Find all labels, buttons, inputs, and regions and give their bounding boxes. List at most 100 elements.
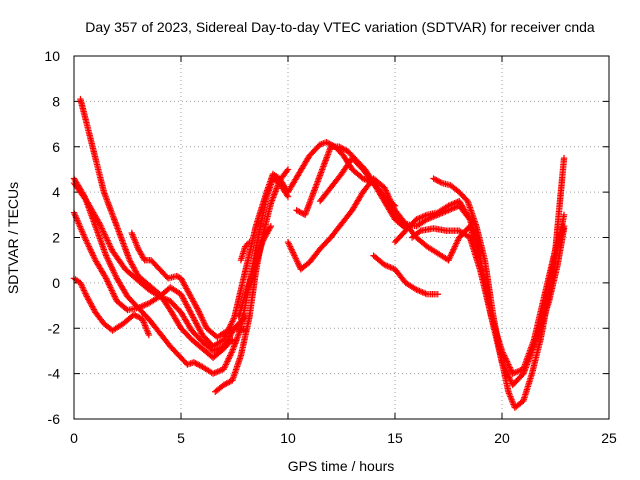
data-point — [445, 202, 452, 209]
data-point — [194, 306, 202, 314]
data-point — [90, 252, 97, 259]
data-point — [174, 273, 182, 281]
data-point — [223, 328, 231, 335]
data-point — [183, 302, 191, 310]
data-point — [145, 331, 153, 339]
data-point — [133, 312, 140, 320]
data-point — [130, 311, 138, 318]
data-point — [111, 270, 118, 277]
data-point — [186, 307, 193, 314]
data-point — [283, 167, 291, 175]
data-point — [286, 243, 294, 250]
data-point — [385, 263, 393, 270]
data-point — [104, 278, 111, 285]
data-point — [422, 290, 429, 297]
data-point — [506, 364, 514, 371]
data-point — [197, 328, 205, 336]
data-point — [284, 166, 292, 173]
data-point — [293, 207, 300, 214]
data-point — [283, 192, 291, 199]
data-point — [324, 139, 332, 147]
data-point — [97, 222, 104, 229]
data-point — [294, 260, 302, 267]
data-point — [387, 264, 394, 271]
data-point — [384, 262, 391, 270]
data-point — [288, 246, 295, 253]
data-point — [209, 347, 217, 355]
data-point — [417, 214, 425, 221]
y-tick-label: -4 — [48, 366, 61, 382]
data-point — [80, 287, 88, 294]
data-point — [433, 176, 440, 184]
data-point — [292, 255, 300, 262]
data-point — [560, 154, 568, 162]
data-point — [112, 272, 119, 279]
y-tick-label: 6 — [52, 139, 60, 155]
data-point — [216, 367, 223, 375]
data-point — [87, 247, 95, 255]
y-tick-label: 2 — [52, 230, 60, 246]
data-point — [79, 284, 86, 291]
x-tick-label: 25 — [601, 430, 617, 446]
data-point — [450, 246, 457, 253]
series-track-4 — [77, 95, 236, 361]
data-point — [243, 241, 250, 249]
data-point — [198, 314, 205, 321]
data-point — [362, 176, 370, 184]
data-point — [102, 232, 109, 240]
data-point — [195, 308, 203, 315]
data-point — [159, 294, 166, 301]
data-point — [214, 368, 221, 375]
series-track-8 — [235, 222, 275, 321]
data-point — [185, 305, 192, 313]
data-point — [449, 200, 457, 207]
data-point — [413, 216, 420, 223]
data-point — [181, 298, 189, 305]
data-point — [428, 214, 435, 221]
data-point — [293, 256, 300, 264]
data-point — [447, 252, 454, 259]
data-point — [230, 315, 237, 322]
data-point — [453, 238, 461, 246]
y-tick-label: 8 — [52, 93, 60, 109]
data-point — [228, 349, 235, 356]
data-point — [211, 369, 218, 377]
data-point — [267, 222, 275, 230]
series-track-6 — [128, 229, 249, 341]
data-point — [108, 287, 116, 294]
data-point — [445, 256, 452, 264]
data-point — [244, 240, 252, 247]
data-point — [416, 287, 423, 295]
data-point — [106, 260, 113, 267]
data-point — [195, 324, 202, 331]
data-point — [209, 370, 217, 377]
data-point — [85, 241, 92, 249]
data-point — [102, 275, 110, 282]
data-point — [98, 225, 106, 232]
data-point — [414, 215, 422, 222]
data-point — [502, 355, 509, 362]
data-point — [201, 320, 208, 327]
data-point — [100, 228, 107, 235]
data-point — [105, 256, 112, 264]
data-point — [434, 177, 441, 184]
data-point — [507, 365, 514, 373]
data-point — [194, 323, 202, 330]
data-point — [436, 178, 443, 185]
data-point — [224, 379, 232, 386]
data-point — [284, 238, 292, 246]
data-point — [323, 139, 330, 146]
data-point — [81, 234, 88, 241]
data-point — [454, 237, 461, 244]
data-point — [503, 368, 510, 375]
data-point — [448, 249, 456, 256]
data-point — [89, 250, 96, 258]
data-point — [501, 353, 509, 361]
data-point — [106, 282, 113, 290]
data-point — [419, 213, 426, 220]
data-point — [381, 185, 389, 193]
data-point — [220, 365, 227, 373]
data-point — [504, 359, 511, 367]
data-point — [105, 279, 112, 287]
data-point — [183, 301, 190, 308]
